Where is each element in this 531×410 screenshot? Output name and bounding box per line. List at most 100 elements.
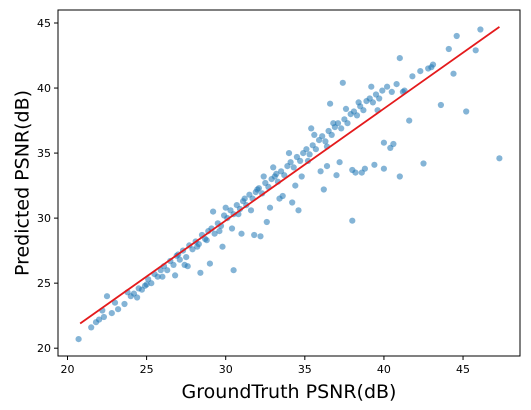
- data-point: [388, 88, 395, 95]
- data-point: [330, 120, 337, 127]
- x-tick-label: 40: [377, 363, 391, 376]
- data-point: [450, 70, 457, 77]
- points-layer: [75, 26, 503, 343]
- data-point: [393, 81, 400, 88]
- data-point: [287, 159, 294, 166]
- data-point: [270, 164, 277, 171]
- data-point: [396, 55, 403, 62]
- data-point: [380, 139, 387, 146]
- data-point: [75, 336, 82, 343]
- data-point: [496, 155, 503, 162]
- data-point: [320, 186, 327, 193]
- data-point: [428, 64, 435, 71]
- data-point: [228, 225, 236, 232]
- data-point: [445, 45, 452, 53]
- data-point: [472, 47, 479, 54]
- y-tick-label: 25: [37, 277, 51, 290]
- data-point: [323, 163, 331, 170]
- data-point: [96, 316, 103, 323]
- data-point: [306, 151, 313, 158]
- data-point: [266, 204, 274, 211]
- data-point: [352, 169, 359, 176]
- data-point: [327, 100, 334, 107]
- data-point: [453, 32, 460, 40]
- data-point: [111, 299, 119, 306]
- data-point: [108, 310, 115, 317]
- data-point: [339, 79, 346, 86]
- y-tick-label: 40: [37, 82, 51, 95]
- data-point: [406, 117, 413, 124]
- data-point: [477, 26, 484, 33]
- data-point: [322, 138, 329, 145]
- data-point: [380, 165, 387, 172]
- data-point: [100, 313, 107, 321]
- data-point: [263, 218, 270, 226]
- fit-line: [79, 26, 500, 325]
- y-tick-label: 45: [37, 17, 51, 30]
- data-point: [170, 261, 177, 268]
- data-point: [396, 173, 403, 180]
- data-point: [344, 120, 351, 127]
- data-point: [134, 294, 141, 301]
- data-point: [319, 133, 326, 140]
- data-point: [390, 140, 397, 148]
- data-point: [206, 260, 213, 267]
- data-point: [251, 231, 258, 239]
- x-tick-label: 30: [219, 363, 233, 376]
- data-point: [290, 164, 297, 171]
- data-point: [355, 99, 362, 106]
- y-axis-label: Predicted PSNR(dB): [12, 90, 34, 276]
- data-point: [292, 182, 299, 189]
- data-point: [289, 199, 296, 206]
- data-point: [317, 168, 324, 175]
- y-axis-ticks: 20 25 30 35 40 45: [37, 17, 58, 355]
- data-point: [342, 105, 350, 112]
- y-tick-label: 30: [37, 212, 51, 225]
- data-point: [210, 208, 217, 215]
- data-point: [143, 281, 150, 288]
- x-tick-label: 45: [456, 363, 470, 376]
- data-point: [358, 169, 365, 176]
- data-point: [353, 112, 361, 119]
- x-axis-ticks: 20 25 30 35 40 45: [60, 356, 470, 376]
- data-point: [281, 172, 288, 179]
- data-point: [230, 267, 237, 274]
- x-tick-label: 35: [298, 363, 312, 376]
- plot-area-frame: [57, 9, 521, 357]
- data-point: [194, 243, 201, 250]
- data-point: [376, 95, 383, 102]
- data-point: [420, 160, 427, 167]
- data-point: [181, 261, 188, 268]
- data-point: [172, 272, 179, 279]
- data-point: [333, 172, 340, 179]
- data-point: [463, 108, 470, 115]
- data-point: [295, 207, 302, 214]
- data-point: [115, 306, 122, 313]
- data-point: [379, 87, 386, 94]
- data-point: [238, 230, 245, 237]
- data-point: [222, 204, 229, 211]
- data-point: [349, 217, 356, 224]
- data-point: [276, 195, 283, 202]
- data-point: [203, 237, 210, 244]
- y-tick-label: 20: [37, 342, 51, 355]
- data-point: [437, 101, 444, 109]
- data-point: [159, 273, 166, 280]
- data-point: [211, 230, 218, 237]
- data-point: [371, 161, 378, 168]
- data-point: [334, 120, 342, 127]
- data-point: [219, 243, 226, 250]
- data-point: [311, 131, 318, 138]
- data-point: [417, 68, 424, 75]
- y-tick-label: 35: [37, 147, 51, 160]
- data-point: [336, 159, 343, 166]
- data-point: [260, 173, 267, 180]
- data-point: [148, 280, 155, 287]
- data-point: [308, 125, 315, 132]
- data-point: [368, 83, 375, 90]
- data-point: [247, 207, 255, 214]
- data-point: [303, 146, 310, 153]
- data-point: [297, 157, 304, 164]
- x-tick-label: 25: [140, 363, 154, 376]
- data-point: [360, 107, 367, 114]
